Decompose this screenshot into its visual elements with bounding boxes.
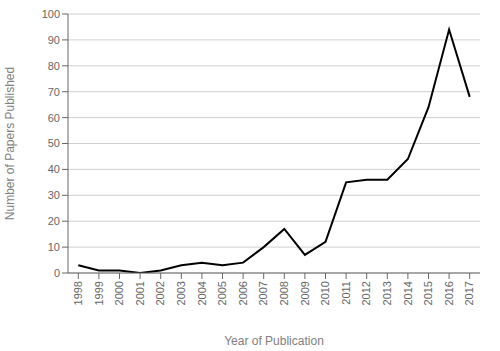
svg-text:70: 70 (48, 86, 60, 98)
svg-text:2008: 2008 (278, 281, 290, 305)
svg-text:2004: 2004 (196, 281, 208, 305)
svg-text:2011: 2011 (340, 281, 352, 305)
svg-text:2015: 2015 (422, 281, 434, 305)
svg-text:30: 30 (48, 189, 60, 201)
svg-text:Number of Papers Published: Number of Papers Published (3, 67, 17, 220)
svg-text:2016: 2016 (443, 281, 455, 305)
svg-text:40: 40 (48, 163, 60, 175)
svg-text:2012: 2012 (361, 281, 373, 305)
svg-text:10: 10 (48, 241, 60, 253)
svg-text:90: 90 (48, 34, 60, 46)
svg-text:60: 60 (48, 112, 60, 124)
svg-text:1998: 1998 (72, 281, 84, 305)
svg-text:2002: 2002 (155, 281, 167, 305)
svg-text:2010: 2010 (319, 281, 331, 305)
svg-text:2017: 2017 (464, 281, 476, 305)
svg-text:0: 0 (54, 267, 60, 279)
svg-text:100: 100 (42, 8, 60, 20)
svg-text:1999: 1999 (93, 281, 105, 305)
svg-text:2005: 2005 (216, 281, 228, 305)
svg-text:20: 20 (48, 215, 60, 227)
svg-text:Year of Publication: Year of Publication (224, 334, 324, 348)
svg-text:50: 50 (48, 137, 60, 149)
svg-text:2001: 2001 (134, 281, 146, 305)
svg-text:2000: 2000 (113, 281, 125, 305)
svg-text:2003: 2003 (175, 281, 187, 305)
svg-text:2014: 2014 (402, 281, 414, 305)
svg-text:2013: 2013 (381, 281, 393, 305)
svg-text:80: 80 (48, 60, 60, 72)
svg-text:2007: 2007 (258, 281, 270, 305)
svg-text:2006: 2006 (237, 281, 249, 305)
svg-text:2009: 2009 (299, 281, 311, 305)
